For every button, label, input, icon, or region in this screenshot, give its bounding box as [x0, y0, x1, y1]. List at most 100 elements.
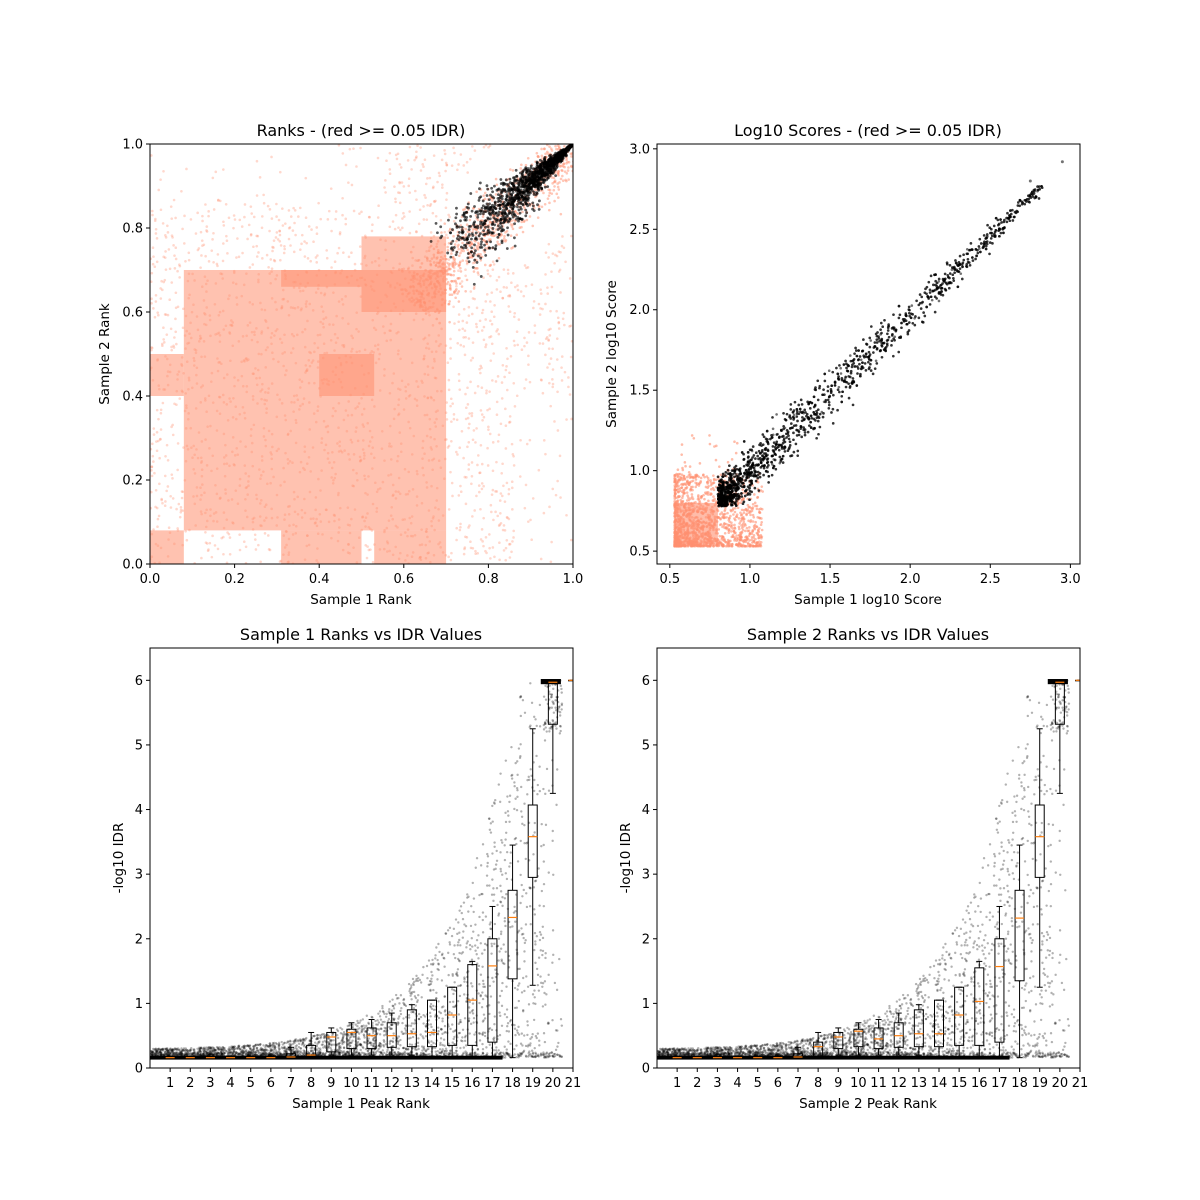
fail-point	[419, 169, 423, 172]
pass-point	[511, 213, 514, 217]
fail-point	[489, 359, 493, 362]
fail-point	[458, 282, 462, 285]
pass-point	[541, 180, 545, 184]
fail-point	[162, 170, 165, 173]
pass-point	[474, 231, 478, 235]
fail-point	[486, 408, 489, 412]
fail-block	[150, 530, 184, 564]
fail-point	[484, 300, 488, 303]
fail-point	[448, 215, 451, 219]
pass-point	[485, 184, 489, 188]
fail-point	[292, 206, 295, 210]
fail-point	[170, 425, 173, 429]
fail-point	[511, 508, 514, 511]
fail-point	[327, 209, 331, 213]
fail-point	[439, 258, 442, 262]
pass-point	[470, 250, 473, 254]
fail-point	[169, 494, 172, 498]
pass-point	[465, 216, 469, 219]
pass-point	[536, 164, 540, 168]
fail-point	[513, 315, 516, 319]
fail-point	[482, 544, 485, 548]
x-tick-label: 0.0	[140, 572, 161, 587]
fail-point	[174, 257, 178, 261]
fail-point	[451, 264, 454, 267]
fail-point	[460, 249, 463, 253]
fail-point	[442, 266, 446, 269]
fail-point	[555, 309, 558, 313]
fail-point	[521, 230, 525, 234]
pass-point	[461, 230, 465, 234]
fail-point	[528, 380, 532, 384]
fail-point	[433, 200, 436, 204]
fail-point	[173, 267, 177, 270]
fail-point	[376, 156, 380, 160]
fail-point	[247, 223, 251, 227]
pass-point	[485, 206, 489, 209]
fail-point	[446, 236, 450, 240]
fail-point	[457, 247, 460, 251]
fail-point	[509, 223, 513, 226]
pass-point	[459, 219, 462, 223]
pass-point	[492, 205, 496, 209]
fail-point	[237, 255, 241, 259]
fail-point	[535, 151, 539, 155]
fail-point	[504, 558, 508, 562]
fail-point	[532, 300, 536, 303]
fail-point	[164, 500, 167, 503]
fail-point	[448, 293, 452, 297]
fail-point	[551, 252, 555, 255]
fail-point	[485, 293, 489, 296]
pass-point	[519, 193, 523, 196]
fail-point	[564, 260, 567, 264]
fail-point	[515, 394, 519, 398]
pass-point	[509, 193, 513, 196]
fail-point	[297, 215, 300, 218]
fail-point	[491, 199, 494, 202]
pass-point	[556, 158, 560, 162]
fail-point	[422, 297, 425, 300]
pass-point	[455, 237, 459, 240]
fail-point	[278, 229, 282, 233]
fail-point	[519, 290, 523, 293]
pass-point	[512, 176, 515, 180]
pass-point	[535, 161, 539, 165]
panel-ranks-title: Ranks - (red >= 0.05 IDR)	[257, 121, 466, 140]
pass-point	[501, 202, 505, 206]
fail-point	[505, 286, 508, 289]
fail-point	[172, 346, 176, 349]
fail-point	[406, 159, 410, 162]
fail-point	[176, 305, 180, 309]
fail-point	[344, 163, 348, 167]
pass-point	[488, 202, 491, 206]
fail-point	[760, 485, 764, 488]
fail-point	[480, 528, 484, 531]
fail-point	[398, 191, 402, 195]
fail-point	[401, 292, 404, 296]
fail-point	[422, 205, 425, 208]
fail-point	[473, 509, 476, 512]
fail-point	[159, 297, 163, 300]
pass-point	[541, 164, 545, 168]
fail-point	[270, 267, 274, 270]
fail-point	[250, 212, 254, 215]
fail-point	[429, 280, 433, 284]
fail-point	[178, 276, 181, 279]
fail-point	[487, 145, 490, 149]
fail-point	[477, 273, 480, 276]
pass-point	[467, 228, 471, 231]
fail-point	[159, 208, 163, 212]
fail-point	[462, 249, 465, 253]
fail-point	[421, 163, 425, 166]
fail-point	[466, 171, 469, 174]
pass-point	[511, 196, 515, 200]
fail-point	[528, 438, 532, 442]
fail-point	[512, 381, 516, 385]
pass-point	[545, 178, 548, 182]
fail-point	[270, 155, 273, 159]
fail-point	[510, 550, 513, 554]
fail-point	[438, 260, 442, 264]
pass-point	[535, 166, 539, 170]
fail-point	[447, 508, 451, 511]
pass-point	[565, 153, 569, 157]
